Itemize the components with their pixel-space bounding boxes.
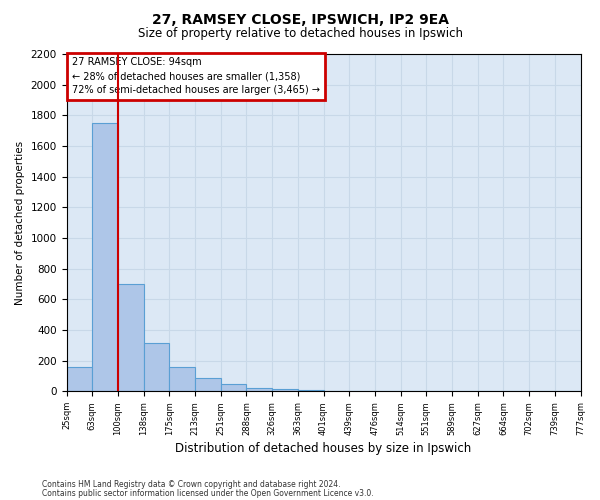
Text: 27, RAMSEY CLOSE, IPSWICH, IP2 9EA: 27, RAMSEY CLOSE, IPSWICH, IP2 9EA [151,12,449,26]
Text: 27 RAMSEY CLOSE: 94sqm
← 28% of detached houses are smaller (1,358)
72% of semi-: 27 RAMSEY CLOSE: 94sqm ← 28% of detached… [71,58,320,96]
Bar [143,343,169,392]
X-axis label: Distribution of detached houses by size in Ipswich: Distribution of detached houses by size … [175,442,472,455]
Bar [118,284,143,392]
Bar [195,378,221,392]
Bar [247,388,272,392]
Bar [221,384,247,392]
Text: Contains HM Land Registry data © Crown copyright and database right 2024.: Contains HM Land Registry data © Crown c… [42,480,341,489]
Text: Size of property relative to detached houses in Ipswich: Size of property relative to detached ho… [137,28,463,40]
Bar [298,390,323,392]
Bar [272,389,298,392]
Y-axis label: Number of detached properties: Number of detached properties [15,140,25,304]
Bar [67,367,92,392]
Bar [323,390,349,392]
Text: Contains public sector information licensed under the Open Government Licence v3: Contains public sector information licen… [42,488,374,498]
Bar [92,123,118,392]
Bar [169,367,195,392]
